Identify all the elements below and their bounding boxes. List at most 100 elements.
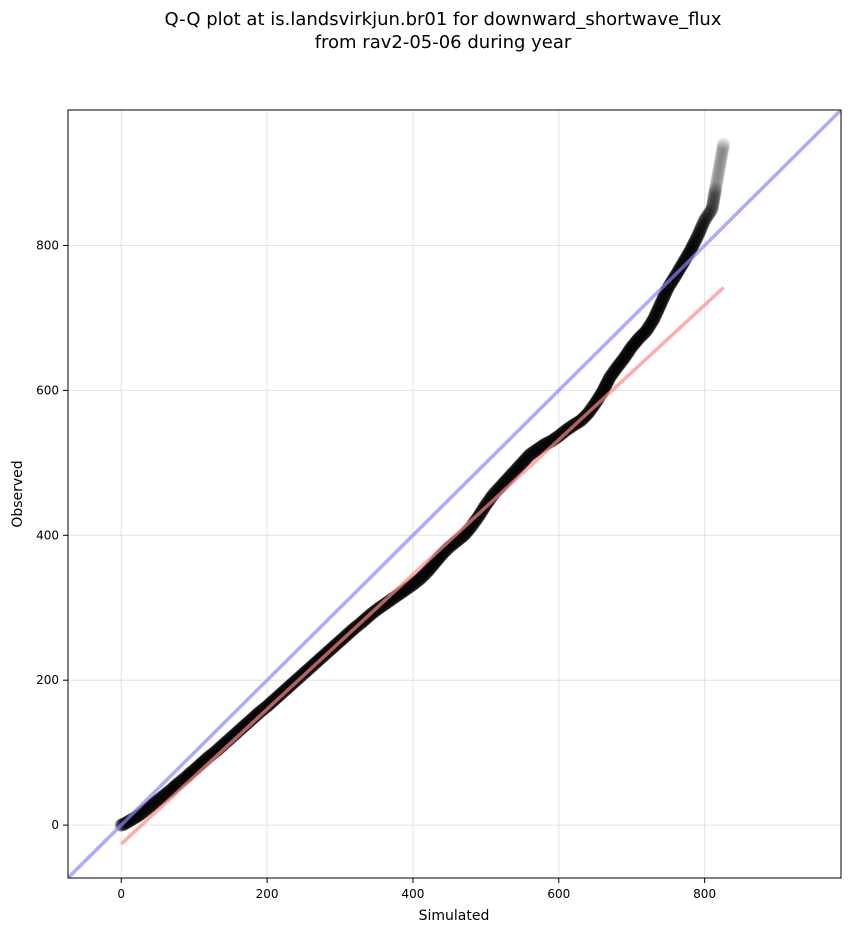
quantile-point: [597, 382, 611, 396]
quantile-point: [154, 791, 168, 805]
quantile-point: [703, 205, 717, 219]
quantile-point: [710, 176, 724, 190]
quantile-point: [655, 295, 669, 309]
quantile-point: [507, 465, 521, 479]
quantile-point: [666, 273, 680, 287]
quantile-point: [697, 215, 711, 229]
quantile-point: [644, 316, 658, 330]
quantile-point: [707, 190, 721, 204]
grid-lines: [68, 110, 841, 878]
quantile-point: [707, 193, 721, 207]
quantile-point: [120, 815, 134, 829]
quantile-point: [715, 148, 729, 162]
quantile-point: [652, 301, 666, 315]
quantile-point: [686, 239, 700, 253]
quantile-point: [521, 450, 535, 464]
quantile-point: [690, 230, 704, 244]
quantile-point: [621, 345, 635, 359]
quantile-point: [655, 294, 669, 308]
quantile-point: [602, 372, 616, 386]
quantile-point: [606, 367, 620, 381]
quantile-point: [421, 565, 435, 579]
quantile-point: [264, 696, 278, 710]
quantile-point: [377, 598, 391, 612]
y-axis-ticks: 0 200 400 600 800: [36, 238, 68, 832]
quantile-point: [588, 396, 602, 410]
quantile-point: [616, 353, 630, 367]
quantile-point: [419, 566, 433, 580]
quantile-point: [701, 208, 715, 222]
quantile-point: [514, 457, 528, 471]
quantile-point: [260, 699, 274, 713]
quantile-point: [402, 580, 416, 594]
quantile-point: [407, 577, 421, 591]
quantile-point: [687, 236, 701, 250]
quantile-point: [685, 240, 699, 254]
quantile-point: [708, 185, 722, 199]
quantile-point: [411, 574, 425, 588]
quantile-point: [415, 570, 429, 584]
quantile-point: [255, 703, 269, 717]
quantile-point: [590, 394, 604, 408]
quantile-point: [684, 242, 698, 256]
quantile-point: [405, 578, 419, 592]
quantile-point: [481, 495, 495, 509]
quantile-point: [711, 170, 725, 184]
quantile-point: [653, 299, 667, 313]
quantile-point: [707, 188, 721, 202]
quantile-point: [684, 243, 698, 257]
quantile-point: [119, 816, 133, 830]
quantile-point: [653, 298, 667, 312]
quantile-point: [598, 381, 612, 395]
quantile-point: [517, 454, 531, 468]
quantile-point: [649, 308, 663, 322]
quantile-point: [627, 337, 641, 351]
quantile-point: [625, 340, 639, 354]
quantile-point: [536, 439, 550, 453]
quantile-point: [265, 695, 279, 709]
quantile-point: [714, 154, 728, 168]
quantile-point: [605, 368, 619, 382]
quantile-point: [710, 173, 724, 187]
quantile-point: [654, 296, 668, 310]
quantile-point: [711, 168, 725, 182]
quantile-point: [555, 426, 569, 440]
quantile-point: [511, 460, 525, 474]
quantile-point: [714, 153, 728, 167]
quantile-point: [624, 341, 638, 355]
quantile-point: [504, 468, 518, 482]
quantile-point: [423, 561, 437, 575]
quantile-point: [523, 448, 537, 462]
quantile-point: [141, 801, 155, 815]
quantile-point: [261, 698, 275, 712]
quantile-point: [712, 163, 726, 177]
quantile-point: [602, 373, 616, 387]
quantile-point: [651, 302, 665, 316]
quantile-point: [412, 573, 426, 587]
quantile-point: [612, 358, 626, 372]
quantile-point: [635, 328, 649, 342]
quantile-point: [254, 704, 268, 718]
quantile-point: [717, 137, 731, 151]
quantile-point: [710, 174, 724, 188]
quantile-point: [698, 212, 712, 226]
x-axis-ticks: 0 200 400 600 800: [117, 878, 716, 901]
quantile-point: [704, 203, 718, 217]
quantile-point: [427, 557, 441, 571]
y-tick-label: 800: [36, 238, 59, 252]
quantile-point: [267, 693, 281, 707]
quantile-point: [518, 452, 532, 466]
quantile-point: [508, 464, 522, 478]
quantile-point: [618, 350, 632, 364]
quantile-point: [378, 597, 392, 611]
quantile-point: [641, 321, 655, 335]
quantile-point: [696, 217, 710, 231]
quantile-point: [674, 259, 688, 273]
quantile-point: [557, 425, 571, 439]
quantile-point: [645, 315, 659, 329]
quantile-point: [688, 234, 702, 248]
quantile-point: [406, 578, 420, 592]
quantile-point: [659, 286, 673, 300]
quantile-point: [632, 331, 646, 345]
quantile-point: [647, 312, 661, 326]
